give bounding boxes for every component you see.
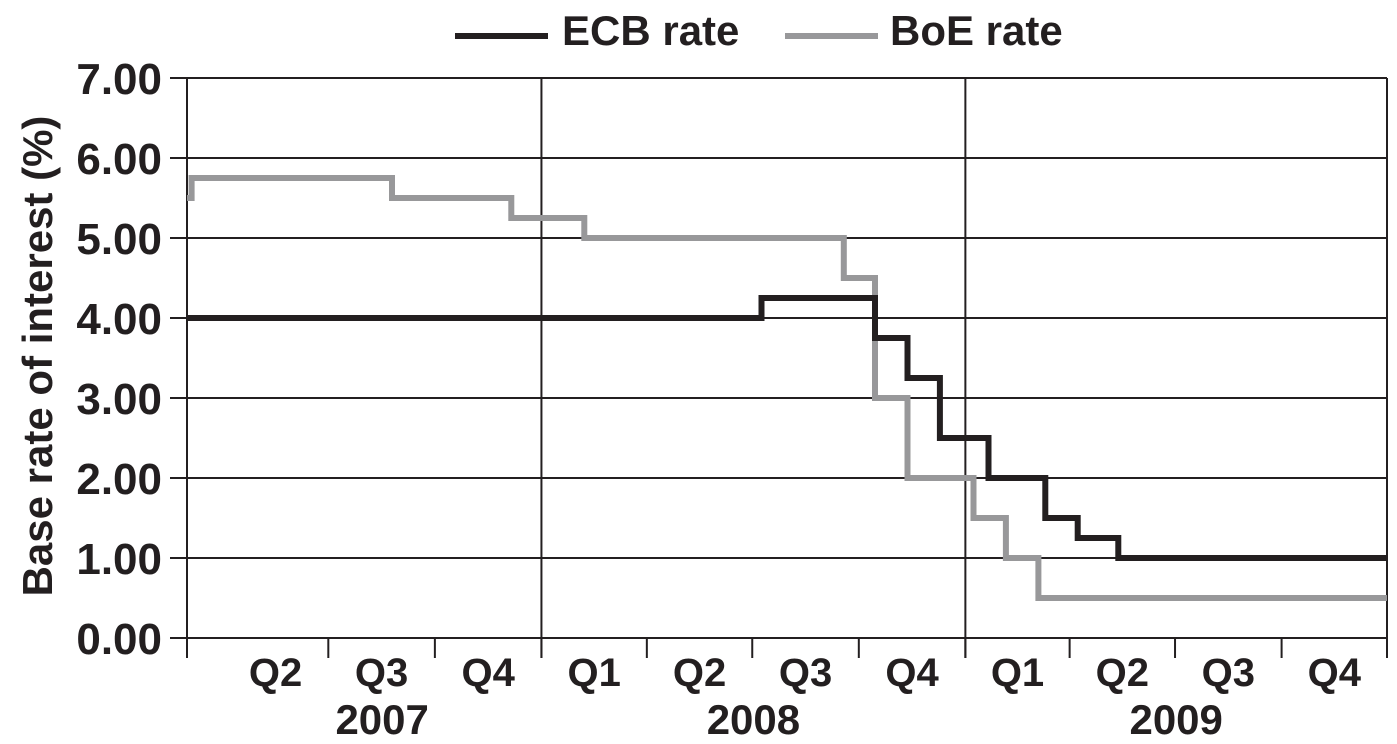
x-tick-label: Q4: [461, 651, 515, 695]
y-tick-label: 6.00: [76, 135, 162, 184]
y-tick-label: 1.00: [76, 535, 162, 584]
x-tick-label: Q4: [885, 651, 939, 695]
x-tick-label: Q1: [567, 651, 620, 695]
year-label: 2007: [335, 696, 428, 743]
x-tick-label: Q3: [355, 651, 408, 695]
boe-rate-legend-label: BoE rate: [890, 7, 1063, 54]
x-tick-label: Q4: [1308, 651, 1362, 695]
legend: ECB rate BoE rate: [455, 7, 1063, 54]
ecb-rate-legend-label: ECB rate: [562, 7, 739, 54]
x-tick-label: Q3: [779, 651, 832, 695]
x-tick-label: Q2: [673, 651, 726, 695]
x-tick-label: Q2: [1096, 651, 1149, 695]
series: [187, 175, 1387, 601]
grid: [170, 77, 1387, 658]
y-tick-label: 3.00: [76, 375, 162, 424]
axes: 0.00 1.00 2.00 3.00 4.00 5.00 6.00 7.00 Q2 Q3 Q4 Q1…: [76, 55, 1388, 743]
y-tick-label: 7.00: [76, 55, 162, 104]
x-tick-label: Q3: [1202, 651, 1255, 695]
boe-rate-series-line: [187, 175, 1387, 601]
y-tick-label: 4.00: [76, 295, 162, 344]
y-tick-label: 5.00: [76, 215, 162, 264]
y-tick-label: 0.00: [76, 615, 162, 664]
year-label: 2008: [707, 696, 800, 743]
x-tick-label: Q1: [991, 651, 1044, 695]
y-tick-label: 2.00: [76, 455, 162, 504]
y-axis-label: Base rate of interest (%): [14, 116, 61, 597]
x-tick-label: Q2: [249, 651, 302, 695]
year-label: 2009: [1129, 696, 1222, 743]
ecb-rate-series-line: [187, 295, 1387, 561]
